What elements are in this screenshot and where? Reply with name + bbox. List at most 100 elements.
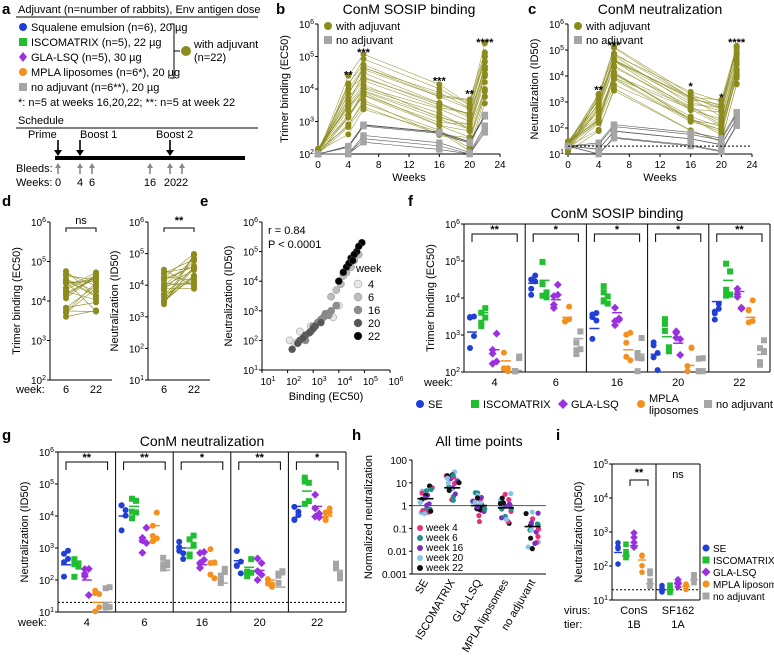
data-point (687, 94, 694, 101)
data-point (71, 573, 78, 580)
tick-label: 16 (611, 377, 623, 389)
data-point (153, 509, 160, 516)
data-point (595, 90, 602, 97)
pair-line (163, 254, 195, 302)
data-point (723, 260, 730, 267)
data-point (573, 339, 580, 346)
data-point (360, 61, 367, 68)
tick-label: 101 (129, 375, 144, 387)
data-point (516, 355, 523, 362)
data-point (63, 275, 69, 282)
data-point (248, 569, 255, 576)
chart-title: ConM neutralization (140, 433, 265, 449)
data-point (615, 544, 621, 550)
pair-line (163, 269, 195, 287)
data-point (476, 518, 483, 525)
data-point (93, 308, 99, 315)
data-point (436, 128, 443, 136)
data-point (180, 550, 187, 557)
data-point (691, 579, 697, 586)
panel-e-letter: e (200, 193, 208, 210)
chart-title: All time points (435, 433, 522, 449)
data-point (301, 478, 308, 485)
tick-label: 16 (196, 617, 208, 629)
data-point (492, 357, 501, 366)
data-point (676, 335, 685, 344)
data-point (702, 592, 710, 600)
tick-label: 6 (63, 384, 69, 396)
y-axis-label: Trimer binding (EC50) (425, 244, 437, 352)
panel-f-letter: f (408, 193, 414, 210)
tick-label: 104 (549, 71, 564, 83)
pair-line (65, 281, 97, 313)
data-point (627, 357, 634, 364)
data-point (436, 100, 443, 107)
data-point (482, 305, 489, 312)
data-point (301, 500, 308, 507)
panel-c-letter: c (528, 1, 536, 18)
data-point (611, 321, 619, 330)
panel-i-letter: i (556, 427, 560, 444)
data-point (417, 499, 423, 505)
data-point (333, 565, 339, 572)
y-axis-label: Trimer binding (EC50) (279, 35, 291, 143)
data-point (333, 560, 339, 567)
y-axis-label: Neutralization (ID50) (529, 39, 541, 140)
legend-marker (353, 331, 363, 341)
tick-label: 106 (39, 447, 54, 459)
data-point (553, 280, 562, 289)
data-point (574, 36, 582, 44)
data-point (233, 547, 240, 554)
data-point (595, 141, 602, 148)
data-point (610, 123, 618, 130)
data-point (600, 289, 607, 296)
data-point (324, 311, 333, 320)
data-point (92, 590, 99, 597)
bleed-week-label: 20 (164, 177, 176, 189)
data-point (257, 559, 266, 568)
animal-line (567, 46, 737, 144)
schedule-title: Schedule (18, 115, 64, 127)
boost2-label: Boost 2 (156, 129, 193, 141)
data-point (291, 517, 298, 524)
data-point (176, 543, 183, 550)
pair-line (65, 287, 97, 314)
tick-label: 20 (464, 160, 476, 171)
arrow-up-icon (89, 163, 95, 168)
tick-label: 101 (243, 365, 258, 377)
arrow-up-icon (147, 163, 153, 168)
data-point (566, 303, 573, 310)
data-point (84, 591, 93, 600)
data-point (665, 348, 672, 355)
chart-title: ConM SOSIP binding (551, 205, 684, 221)
data-point (639, 562, 645, 569)
tick-label: 0 (565, 160, 571, 171)
data-point (348, 256, 357, 265)
significance-label: ns (75, 215, 87, 227)
data-point (611, 43, 617, 50)
animal-line (317, 73, 486, 152)
pair-line (163, 276, 195, 281)
tick-label: 16 (434, 160, 446, 171)
data-point (345, 150, 352, 158)
data-point (191, 285, 197, 292)
data-point (191, 267, 197, 274)
tick-label: 20 (253, 617, 265, 629)
data-point (191, 277, 197, 284)
data-point (634, 350, 641, 357)
data-point (481, 94, 488, 101)
data-point (723, 292, 730, 299)
data-point (595, 145, 602, 153)
data-point (423, 488, 429, 494)
tick-label: 24 (746, 160, 758, 171)
tick-label: 12 (403, 160, 415, 171)
boost1-label: Boost 1 (80, 129, 117, 141)
data-point (61, 550, 67, 557)
data-point (360, 51, 367, 58)
data-point (532, 272, 539, 279)
data-point (80, 569, 89, 578)
data-point (466, 150, 473, 158)
significance-label: *** (357, 47, 371, 59)
data-point (466, 96, 473, 103)
arrow-up-icon (55, 163, 61, 168)
